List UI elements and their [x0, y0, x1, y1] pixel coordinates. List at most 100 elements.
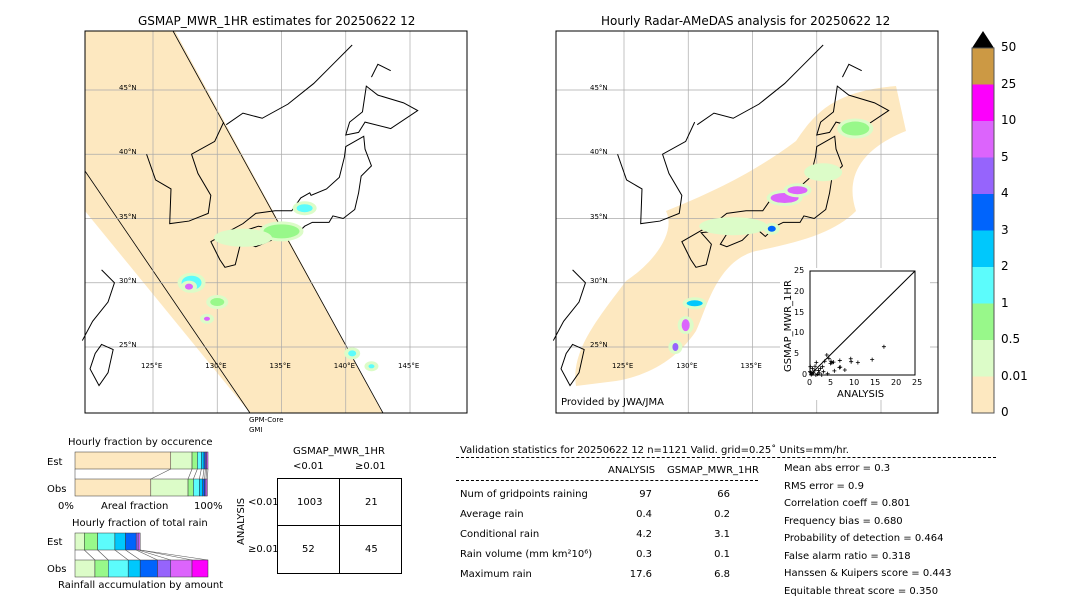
left-map-title: GSMAP_MWR_1HR estimates for 20250622 12 [138, 14, 416, 28]
lon-label: 130°E [205, 362, 227, 371]
colorbar-segment [972, 303, 994, 340]
ct-grid: 1003 21 52 45 [277, 478, 402, 574]
lon-label: 145°E [398, 362, 420, 371]
colorbar-segment [972, 121, 994, 158]
stats-row-label: Average rain [460, 509, 524, 520]
colorbar-segment [972, 48, 994, 85]
scatter-point [820, 364, 825, 369]
scatter-xtick: 15 [870, 378, 881, 387]
lat-label: 25°N [590, 341, 608, 349]
colorbar-segment [972, 376, 994, 413]
rain-area [368, 364, 375, 369]
fraction-connector [138, 549, 171, 561]
fraction-bar-segment [150, 478, 189, 497]
fraction-bar-segment [94, 559, 109, 578]
colorbar-tick: 1 [1001, 295, 1009, 310]
lon-label: 140°E [333, 362, 356, 371]
taiwan-coastline [560, 343, 585, 387]
scatter-point [819, 373, 824, 377]
fraction-bar-segment [84, 532, 98, 551]
left-map [81, 30, 468, 414]
sakhalin-coastline [371, 63, 391, 78]
lon-label: 130°E [676, 362, 698, 371]
fraction-connector [97, 549, 109, 561]
scatter-xlabel: ANALYSIS [837, 389, 885, 400]
stats-gsmap-value: 0.1 [714, 549, 730, 560]
scatter-point [855, 360, 860, 365]
fraction-connector [207, 468, 209, 480]
scatter-point [881, 344, 886, 349]
scatter-point [822, 359, 827, 364]
fraction-bar-segment [114, 532, 126, 551]
scatter-point [832, 368, 837, 373]
fraction-bar-segment [201, 451, 205, 470]
rain-area [263, 224, 300, 239]
scatter-point [808, 364, 813, 369]
russia-coast-coastline [696, 44, 824, 126]
lat-label: 35°N [590, 212, 608, 221]
rain-area [348, 350, 357, 357]
stats-analysis-value: 17.6 [629, 569, 652, 580]
scatter-point [808, 370, 813, 375]
ct-col-0: <0.01 [293, 461, 324, 472]
scatter-point [824, 353, 829, 358]
fraction-connector [84, 549, 96, 561]
colorbar-segment [972, 84, 994, 121]
scatter-point [821, 369, 826, 374]
lon-label: 125°E [612, 362, 634, 371]
stats-row-label: Maximum rain [460, 569, 532, 580]
sakhalin-coastline [842, 63, 862, 78]
ct-row-0: <0.01 [248, 497, 279, 508]
fraction-connector [140, 549, 209, 561]
swath-edge-west [84, 170, 251, 414]
fraction-bar-segment [193, 478, 200, 497]
scatter-point [826, 356, 831, 361]
fraction-connector [193, 468, 198, 480]
fraction-bar-segment [97, 532, 116, 551]
colorbar-tick: 2 [1001, 259, 1009, 273]
fraction-bar-segment [157, 559, 172, 578]
swath-label-1: GPM-Core [249, 416, 284, 424]
rain-area [686, 300, 703, 307]
map-frame [84, 30, 468, 414]
colorbar-tick: 0 [1001, 405, 1009, 419]
fraction-bar-segment [199, 478, 203, 497]
fraction-bar-segment [74, 532, 85, 551]
stats-analysis-value: 97 [639, 489, 652, 500]
rain-xlabel: Rainfall accumulation by amount [58, 580, 224, 591]
scatter-point [814, 360, 819, 365]
scatter-point [828, 361, 833, 366]
rain-obs-label: Obs [47, 564, 67, 575]
scatter-xtick: 5 [828, 378, 834, 387]
score-line: Mean abs error = 0.3 [784, 463, 891, 474]
colorbar-tick: 10 [1001, 113, 1017, 127]
colorbar-extend-arrow [972, 31, 994, 48]
scatter-xtick: 10 [849, 378, 860, 387]
scatter-point [818, 366, 823, 371]
occ-title: Hourly fraction by occurence [68, 437, 213, 448]
fraction-bar-segment [202, 478, 205, 497]
scatter-point [837, 365, 842, 370]
scatter-point [829, 359, 833, 364]
lat-label: 30°N [590, 276, 608, 285]
colorbar-tick: 0.01 [1001, 368, 1028, 383]
scatter-point [813, 364, 818, 369]
rain-area [672, 343, 679, 351]
korea-coast-coastline [617, 121, 696, 225]
hokkaido-coastline [816, 85, 890, 136]
lat-label: 45°N [119, 84, 137, 92]
rain-area [767, 225, 776, 232]
scatter-point [838, 365, 843, 370]
scatter-xtick: 20 [891, 378, 902, 387]
colorbar-tick: 5 [1001, 149, 1009, 164]
lat-label: 35°N [119, 212, 137, 221]
scatter-ytick: 15 [794, 307, 805, 317]
rain-est-label: Est [47, 537, 63, 548]
fraction-bar-segment [191, 451, 198, 470]
lat-label: 40°N [119, 148, 137, 157]
fraction-bar-segment [135, 532, 139, 551]
fraction-bar-segment [191, 559, 209, 578]
fraction-bar-segment [137, 532, 141, 551]
fraction-connector [202, 468, 205, 480]
colorbar-tick: 25 [1001, 76, 1017, 91]
